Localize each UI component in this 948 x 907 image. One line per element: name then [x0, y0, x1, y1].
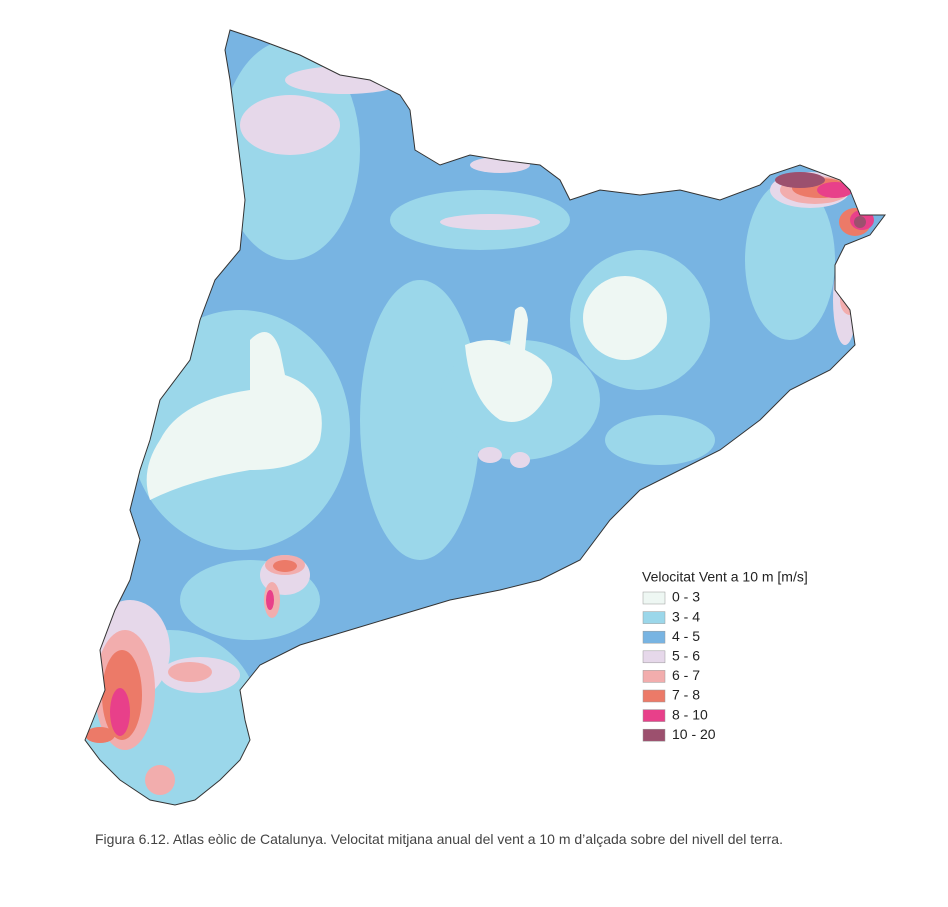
legend-label: 7 - 8 — [672, 687, 700, 703]
legend-label: 3 - 4 — [672, 608, 700, 624]
legend-swatch — [642, 728, 666, 742]
legend-swatch — [642, 611, 666, 624]
legend-label: 4 - 5 — [672, 628, 700, 644]
legend-swatch — [642, 650, 666, 664]
legend-title: Velocitat Vent a 10 m [m/s] — [642, 569, 808, 585]
legend-label: 10 - 20 — [672, 726, 716, 742]
legend: 0 - 3 3 - 4 4 - 5 5 - 6 6 - 7 7 - 8 8 - 10 10 -… — [642, 589, 716, 742]
legend-label: 6 - 7 — [672, 667, 700, 683]
legend-label: 8 - 10 — [672, 706, 708, 722]
caption: Figura 6.12. Atlas eòlic de Catalunya. V… — [95, 831, 783, 847]
legend-swatch — [642, 709, 666, 722]
legend-swatch — [642, 689, 666, 703]
legend-swatch — [642, 591, 666, 605]
legend-swatch — [642, 630, 666, 644]
legend-swatch — [642, 670, 666, 683]
legend-label: 5 - 6 — [672, 648, 700, 664]
legend-label: 0 - 3 — [672, 589, 700, 605]
